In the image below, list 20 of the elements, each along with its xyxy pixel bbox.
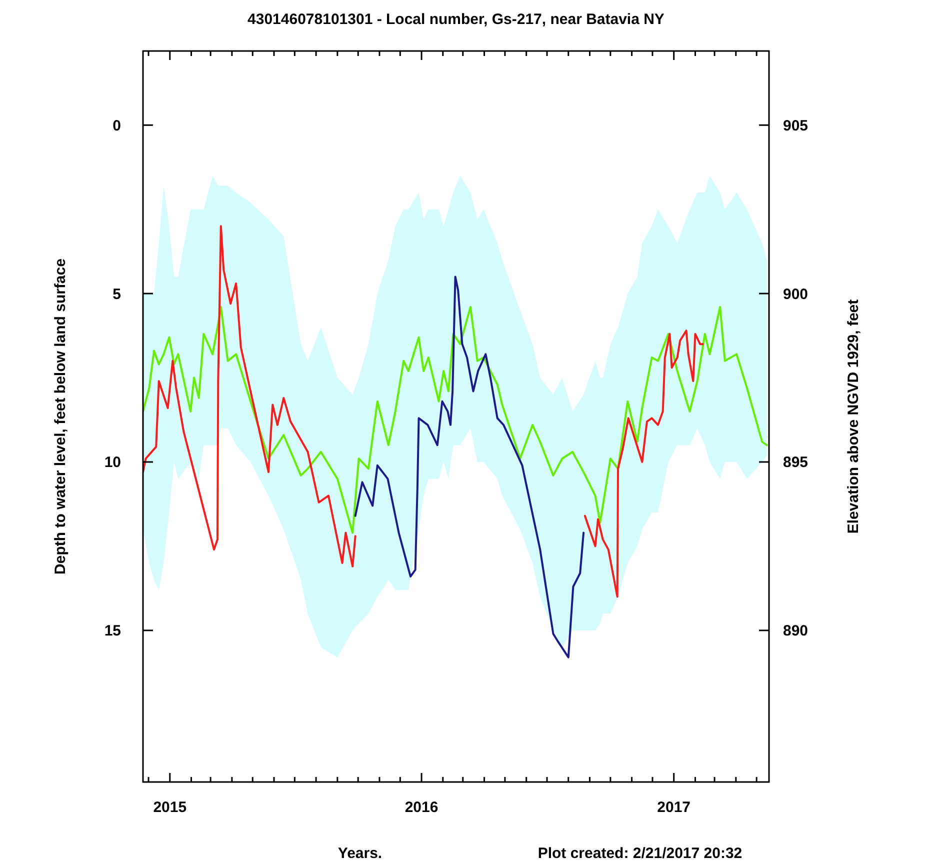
y-tick-label: 0 xyxy=(112,117,121,134)
y-tick-label: 5 xyxy=(112,286,121,303)
y2-tick-label: 900 xyxy=(783,286,808,303)
line-series xyxy=(354,276,585,658)
y-tick-label: 15 xyxy=(104,622,121,640)
y2-tick-label: 895 xyxy=(783,454,808,472)
text: Plot created: 2/21/2017 20:32 xyxy=(538,845,742,862)
y-axis-title: Depth to water level, feet below land surface xyxy=(52,258,69,574)
x-tick-label: 2015 xyxy=(153,799,187,816)
line-series xyxy=(143,306,768,534)
line-series xyxy=(584,330,704,598)
x-tick-label: 2016 xyxy=(404,799,438,816)
x-axis-title: Years. xyxy=(338,845,382,862)
y2-tick-label: 890 xyxy=(783,622,808,640)
y2-tick-label: 905 xyxy=(783,117,808,134)
y2-axis-title: Elevation above NGVD 1929, feet xyxy=(845,299,862,534)
y-tick-label: 10 xyxy=(104,454,121,472)
chart-title: 430146078101301 - Local number, Gs-217, near Batavia NY xyxy=(248,11,664,28)
x-tick-label: 2017 xyxy=(657,799,691,816)
line-series xyxy=(143,225,356,568)
